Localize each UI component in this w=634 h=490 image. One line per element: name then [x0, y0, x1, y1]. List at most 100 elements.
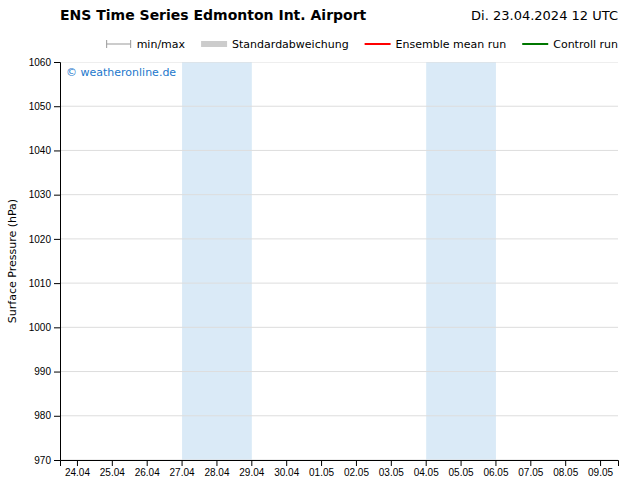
- legend-item: min/max: [107, 38, 186, 51]
- x-tick-label: 07.05: [518, 467, 543, 478]
- grid-line: [60, 150, 618, 151]
- x-tick-mark: [216, 460, 217, 466]
- grid-line: [60, 460, 618, 461]
- x-tick-label: 06.05: [483, 467, 508, 478]
- y-tick-label: 1050: [29, 101, 52, 112]
- y-tick-mark: [54, 150, 60, 151]
- y-tick-label: 980: [34, 410, 51, 421]
- x-tick: 09.05: [588, 460, 613, 478]
- x-tick-mark: [530, 460, 531, 466]
- x-tick-mark: [112, 460, 113, 466]
- x-tick-label: 08.05: [553, 467, 578, 478]
- legend-swatch: [365, 43, 391, 45]
- x-tick-mark: [461, 460, 462, 466]
- y-axis: 970 980 990 1000 1010 1020 1030 1040 1050 1060: [29, 57, 61, 466]
- legend-item: Ensemble mean run: [365, 38, 507, 51]
- x-tick: 24.04: [65, 460, 90, 478]
- legend-label: Controll run: [553, 38, 618, 51]
- y-tick: 980: [34, 410, 60, 421]
- x-tick-label: 25.04: [100, 467, 125, 478]
- shaded-region: [426, 62, 496, 460]
- y-tick-mark: [54, 372, 60, 373]
- x-axis: 24.04 25.04 26.04 27.04 28.04 29.04 30.04 01.05…: [61, 460, 619, 478]
- subtitle: Di. 23.04.2024 12 UTC: [471, 8, 618, 23]
- x-tick-mark: [565, 460, 566, 466]
- y-tick-label: 1030: [29, 189, 52, 200]
- plot: 24.04 25.04 26.04 27.04 28.04 29.04 30.04 01.05…: [29, 57, 619, 478]
- x-tick-mark: [600, 460, 601, 466]
- legend-label: min/max: [137, 38, 186, 51]
- y-tick: 1040: [29, 145, 60, 156]
- x-tick-mark: [77, 460, 78, 466]
- x-tick: 29.04: [239, 460, 264, 478]
- y-tick-mark: [54, 283, 60, 284]
- legend-label: Standardabweichung: [232, 38, 349, 51]
- x-tick-label: 09.05: [588, 467, 613, 478]
- grid-line: [60, 371, 618, 372]
- x-tick: 07.05: [518, 460, 543, 478]
- x-tick-mark: [356, 460, 357, 466]
- x-tick: 25.04: [100, 460, 125, 478]
- x-tick: 27.04: [170, 460, 195, 478]
- y-tick-label: 1010: [29, 278, 52, 289]
- x-tick: 03.05: [379, 460, 404, 478]
- grid-line: [60, 327, 618, 328]
- x-tick-mark: [495, 460, 496, 466]
- grid-line: [60, 106, 618, 107]
- x-tick-label: 04.05: [414, 467, 439, 478]
- y-tick-mark: [54, 106, 60, 107]
- x-tick: 01.05: [309, 460, 334, 478]
- legend-swatch: [522, 43, 548, 45]
- grid-line: [60, 415, 618, 416]
- x-tick-label: 26.04: [135, 467, 160, 478]
- legend-swatch-end: [130, 40, 131, 48]
- x-tick: 28.04: [204, 460, 229, 478]
- y-tick-label: 1060: [29, 57, 52, 68]
- y-tick-mark: [54, 195, 60, 196]
- grid: [60, 62, 618, 460]
- y-tick: 1000: [29, 322, 60, 333]
- y-tick-label: 1020: [29, 234, 52, 245]
- x-tick-label: 27.04: [170, 467, 195, 478]
- legend-item: Controll run: [522, 38, 618, 51]
- y-tick-label: 1000: [29, 322, 52, 333]
- x-tick-mark: [391, 460, 392, 466]
- chart: ENS Time Series Edmonton Int. AirportDi.…: [0, 0, 634, 490]
- y-axis-line: [54, 63, 61, 461]
- x-tick-label: 03.05: [379, 467, 404, 478]
- y-tick-mark: [54, 239, 60, 240]
- x-tick-mark: [286, 460, 287, 466]
- x-tick-label: 24.04: [65, 467, 90, 478]
- x-tick: 05.05: [449, 460, 474, 478]
- x-tick-mark: [321, 460, 322, 466]
- y-tick-mark: [54, 327, 60, 328]
- y-tick-label: 990: [34, 366, 51, 377]
- y-tick: 1030: [29, 189, 60, 200]
- x-tick-label: 30.04: [274, 467, 299, 478]
- y-tick-mark: [54, 416, 60, 417]
- y-tick: 970: [34, 455, 60, 466]
- y-tick: 1050: [29, 101, 60, 112]
- y-tick: 990: [34, 366, 60, 377]
- shaded-region: [182, 62, 252, 460]
- x-tick-mark: [426, 460, 427, 466]
- y-tick: 1060: [29, 57, 60, 68]
- x-tick-label: 05.05: [449, 467, 474, 478]
- x-axis-line: [61, 461, 619, 467]
- x-tick: 04.05: [414, 460, 439, 478]
- grid-line: [60, 283, 618, 284]
- x-tick: 26.04: [135, 460, 160, 478]
- y-tick: 1010: [29, 278, 60, 289]
- x-tick-label: 29.04: [239, 467, 264, 478]
- legend-label: Ensemble mean run: [396, 38, 507, 51]
- grid-line: [60, 62, 618, 63]
- legend-swatch: [201, 41, 227, 47]
- x-tick-mark: [147, 460, 148, 466]
- y-tick: 1020: [29, 234, 60, 245]
- grid-line: [60, 194, 618, 195]
- x-tick: 02.05: [344, 460, 369, 478]
- y-axis-title: Surface Pressure (hPa): [6, 199, 19, 323]
- y-tick-mark: [54, 62, 60, 63]
- legend-item: Standardabweichung: [201, 38, 349, 51]
- grid-line: [60, 238, 618, 239]
